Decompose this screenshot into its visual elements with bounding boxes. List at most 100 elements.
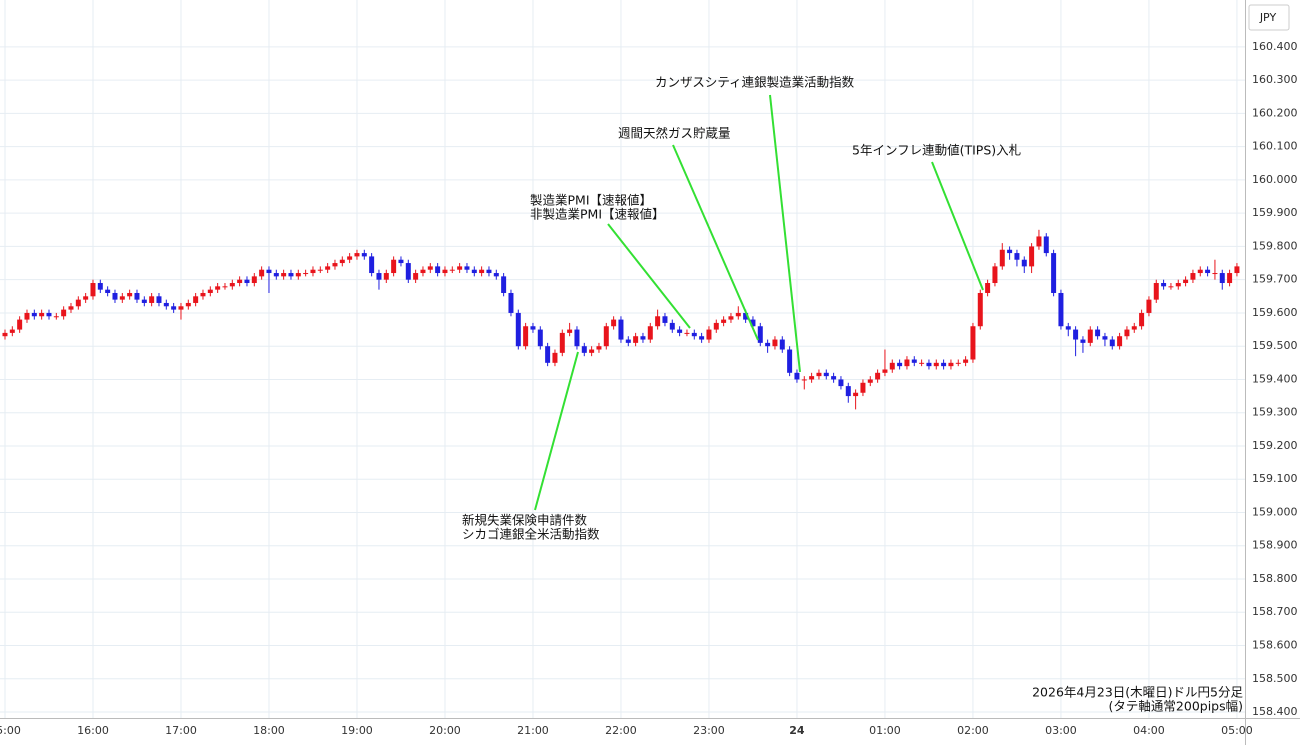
y-tick-label: 158.600: [1252, 639, 1298, 652]
y-tick-label: 159.800: [1252, 239, 1298, 252]
candle-body: [457, 266, 463, 270]
candle-body: [295, 273, 301, 277]
axes: 158.400 158.500 158.600 158.700 158.800 158.9…: [0, 40, 1298, 737]
candle-body: [24, 312, 30, 320]
caption: (タテ軸通常200pips幅): [1109, 699, 1243, 714]
candle-body: [420, 269, 426, 274]
candle-body: [347, 256, 353, 260]
candle-body: [1014, 253, 1020, 260]
candle-body: [1073, 329, 1079, 340]
candle-body: [1183, 279, 1189, 284]
candle-body: [926, 362, 932, 367]
y-tick-label: 158.500: [1252, 672, 1298, 685]
candle-body: [618, 319, 624, 340]
y-tick-label: 160.200: [1252, 106, 1298, 119]
candle-body: [200, 292, 206, 297]
x-tick-label: 20:00: [429, 724, 461, 737]
candle-body: [523, 326, 529, 347]
y-tick-label: 159.500: [1252, 339, 1298, 352]
candle-body: [772, 339, 778, 347]
candle-body: [1234, 266, 1240, 274]
candle-body: [398, 259, 404, 264]
candle-body: [625, 339, 631, 343]
candle-body: [178, 306, 184, 310]
candle-body: [684, 332, 690, 334]
candle-body: [999, 249, 1005, 267]
annotation-text: カンザスシティ連銀製造業活動指数: [655, 75, 855, 90]
annotation-text: 製造業PMI【速報値】: [530, 193, 652, 208]
candle-body: [97, 283, 103, 290]
y-tick-label: 160.100: [1252, 140, 1298, 153]
candle-body: [105, 289, 111, 293]
candle-body: [310, 269, 316, 274]
candle-body: [501, 276, 507, 293]
candle-body: [992, 266, 998, 284]
annotation-text: 新規失業保険申請件数: [462, 513, 588, 528]
candle-body: [530, 326, 536, 330]
candle-body: [611, 319, 617, 327]
caption: 2026年4月23日(木曜日)ドル円5分足: [1032, 685, 1243, 700]
candle-body: [904, 359, 910, 367]
candle-body: [171, 306, 177, 310]
candle-body: [207, 289, 213, 293]
candle-body: [838, 379, 844, 387]
candle-body: [413, 273, 419, 280]
candle-body: [383, 273, 389, 280]
candle-body: [1190, 273, 1196, 280]
candle-body: [977, 292, 983, 327]
x-tick-label: 05:00: [1221, 724, 1253, 737]
x-tick-label: 22:00: [605, 724, 637, 737]
candle-body: [1080, 339, 1086, 343]
candle-body: [1109, 339, 1115, 347]
candle-body: [376, 273, 382, 280]
candle-body: [963, 359, 969, 363]
candle-body: [83, 296, 89, 300]
x-tick-label: 16:00: [77, 724, 109, 737]
y-tick-label: 158.700: [1252, 605, 1298, 618]
y-tick-label: 159.400: [1252, 372, 1298, 385]
x-tick-label: 01:00: [869, 724, 901, 737]
candle-body: [1124, 329, 1130, 337]
y-tick-label: 158.800: [1252, 572, 1298, 585]
candle-body: [867, 379, 873, 383]
candle-body: [1043, 236, 1049, 254]
candle-body: [251, 276, 257, 284]
annotation-text: 週間天然ガス貯蔵量: [618, 126, 731, 141]
y-tick-label: 160.000: [1252, 173, 1298, 186]
candle-body: [1058, 292, 1064, 327]
candle-body: [471, 269, 477, 274]
candle-body: [185, 302, 191, 307]
candle-body: [537, 329, 543, 347]
x-tick-label: 24: [789, 724, 805, 737]
candle-body: [163, 302, 169, 307]
x-tick-label: 15:00: [0, 724, 21, 737]
candle-body: [259, 269, 265, 277]
candle-body: [1021, 259, 1027, 267]
candle-body: [897, 362, 903, 367]
candle-body: [229, 283, 235, 287]
x-tick-label: 17:00: [165, 724, 197, 737]
candle-body: [515, 312, 521, 347]
candle-body: [633, 336, 639, 343]
candle-body: [721, 319, 727, 323]
candle-body: [317, 269, 323, 271]
candle-body: [699, 336, 705, 340]
candle-body: [354, 253, 360, 257]
candle-body: [1168, 286, 1174, 288]
annotation-line: [534, 351, 579, 511]
candle-body: [332, 263, 338, 267]
price-axis-panel: [1245, 0, 1300, 745]
candle-body: [831, 376, 837, 380]
candle-body: [787, 349, 793, 373]
candle-body: [1029, 246, 1035, 267]
candle-body: [435, 266, 441, 274]
candle-body: [1197, 269, 1203, 274]
candle-body: [816, 372, 822, 377]
candle-body: [325, 266, 331, 270]
candle-body: [955, 362, 961, 364]
candle-body: [149, 296, 155, 303]
candle-body: [17, 319, 23, 330]
candle-body: [882, 369, 888, 373]
annotation-text: 非製造業PMI【速報値】: [530, 207, 665, 222]
